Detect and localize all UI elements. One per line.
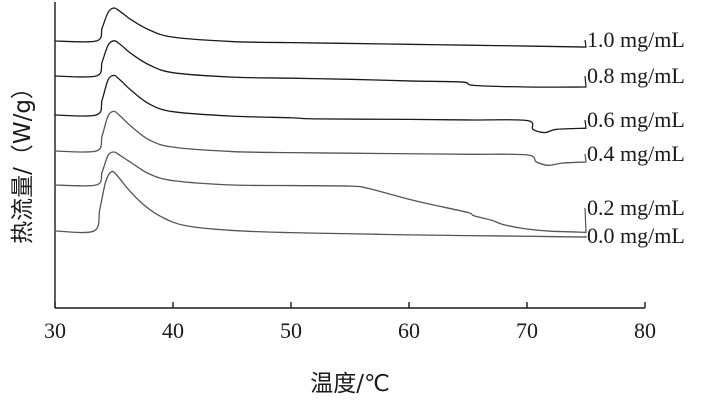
series-leader-line xyxy=(584,235,587,238)
series-label: 0.0 mg/mL xyxy=(587,223,685,248)
x-tick-label: 60 xyxy=(398,318,420,343)
series-curve-00 xyxy=(54,170,587,238)
curves-layer xyxy=(54,7,587,238)
x-tick-label: 80 xyxy=(634,318,656,343)
legend-labels-layer: 1.0 mg/mL 0.8 mg/mL 0.6 mg/mL 0.4 mg/mL 0.2 … xyxy=(584,27,685,248)
series-curve-08 xyxy=(54,40,587,88)
series-curve-06 xyxy=(54,74,587,134)
series-curve-02 xyxy=(54,151,587,233)
axes-layer xyxy=(54,2,645,309)
series-label: 0.2 mg/mL xyxy=(587,195,685,220)
series-label: 1.0 mg/mL xyxy=(587,27,685,52)
series-leader-line xyxy=(584,75,587,88)
series-curve-04 xyxy=(54,110,587,166)
series-label: 0.8 mg/mL xyxy=(587,63,685,88)
x-tick-label: 50 xyxy=(280,318,302,343)
series-leader-line xyxy=(584,153,587,163)
x-ticks-layer: 30 40 50 60 70 80 xyxy=(44,302,656,343)
series-label: 0.6 mg/mL xyxy=(587,107,685,132)
series-leader-line xyxy=(584,207,587,233)
y-axis-title: 热流量/（W/g） xyxy=(10,76,36,244)
series-label: 0.4 mg/mL xyxy=(587,141,685,166)
series-leader-line xyxy=(584,39,587,48)
x-tick-label: 30 xyxy=(44,318,66,343)
x-axis-title: 温度/℃ xyxy=(310,371,390,397)
x-tick-label: 40 xyxy=(162,318,184,343)
series-leader-line xyxy=(584,119,587,129)
x-tick-label: 70 xyxy=(516,318,538,343)
series-curve-10 xyxy=(54,7,587,48)
